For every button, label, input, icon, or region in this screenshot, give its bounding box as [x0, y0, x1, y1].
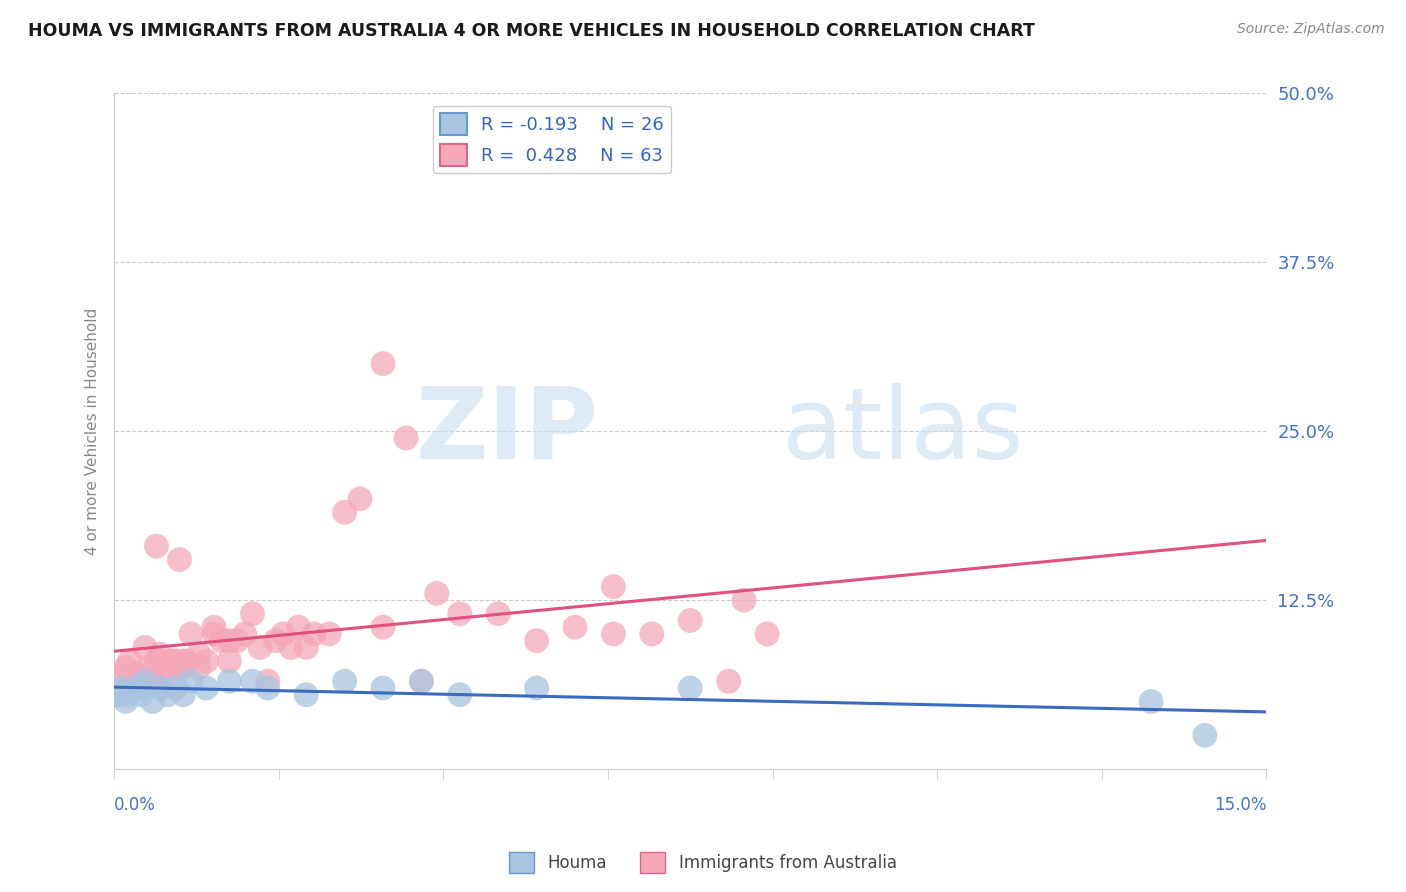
Text: ZIP: ZIP	[415, 383, 598, 480]
Point	[138, 661, 160, 675]
Point	[256, 674, 278, 689]
Point	[127, 667, 149, 681]
Point	[145, 539, 167, 553]
Point	[256, 681, 278, 695]
Point	[756, 627, 779, 641]
Point	[145, 654, 167, 668]
Point	[295, 640, 318, 655]
Point	[226, 633, 249, 648]
Point	[169, 661, 191, 675]
Legend: Houma, Immigrants from Australia: Houma, Immigrants from Australia	[502, 846, 904, 880]
Point	[333, 505, 356, 519]
Point	[169, 552, 191, 566]
Point	[242, 674, 264, 689]
Point	[411, 674, 433, 689]
Point	[287, 620, 309, 634]
Point	[249, 640, 271, 655]
Point	[149, 681, 172, 695]
Point	[411, 674, 433, 689]
Point	[211, 633, 233, 648]
Point	[641, 627, 664, 641]
Point	[526, 633, 548, 648]
Point	[333, 674, 356, 689]
Point	[218, 674, 240, 689]
Point	[395, 431, 418, 445]
Point	[149, 654, 172, 668]
Point	[564, 620, 586, 634]
Point	[122, 674, 145, 689]
Point	[486, 607, 509, 621]
Point	[142, 674, 165, 689]
Point	[172, 654, 194, 668]
Point	[1140, 694, 1163, 708]
Point	[165, 654, 187, 668]
Point	[318, 627, 340, 641]
Point	[118, 654, 141, 668]
Point	[187, 647, 209, 661]
Point	[218, 633, 240, 648]
Point	[107, 688, 129, 702]
Point	[142, 694, 165, 708]
Point	[165, 681, 187, 695]
Point	[187, 661, 209, 675]
Point	[449, 607, 471, 621]
Legend: R = -0.193    N = 26, R =  0.428    N = 63: R = -0.193 N = 26, R = 0.428 N = 63	[433, 106, 671, 173]
Point	[242, 607, 264, 621]
Text: 15.0%: 15.0%	[1213, 797, 1267, 814]
Point	[111, 667, 134, 681]
Text: 0.0%: 0.0%	[114, 797, 156, 814]
Point	[195, 681, 218, 695]
Point	[118, 688, 141, 702]
Point	[180, 674, 202, 689]
Point	[127, 681, 149, 695]
Point	[218, 654, 240, 668]
Point	[180, 627, 202, 641]
Point	[202, 620, 225, 634]
Point	[679, 681, 702, 695]
Point	[202, 627, 225, 641]
Point	[233, 627, 256, 641]
Point	[526, 681, 548, 695]
Point	[295, 688, 318, 702]
Point	[371, 357, 394, 371]
Point	[129, 688, 152, 702]
Point	[733, 593, 755, 607]
Point	[176, 654, 198, 668]
Text: Source: ZipAtlas.com: Source: ZipAtlas.com	[1237, 22, 1385, 37]
Point	[134, 640, 156, 655]
Y-axis label: 4 or more Vehicles in Household: 4 or more Vehicles in Household	[86, 308, 100, 555]
Point	[717, 674, 740, 689]
Point	[156, 674, 179, 689]
Point	[149, 647, 172, 661]
Point	[107, 688, 129, 702]
Point	[160, 654, 183, 668]
Point	[114, 694, 136, 708]
Point	[172, 688, 194, 702]
Point	[111, 681, 134, 695]
Point	[602, 580, 624, 594]
Point	[1194, 728, 1216, 742]
Point	[195, 654, 218, 668]
Point	[172, 661, 194, 675]
Point	[280, 640, 302, 655]
Point	[371, 681, 394, 695]
Point	[679, 614, 702, 628]
Point	[153, 661, 176, 675]
Point	[134, 674, 156, 689]
Point	[349, 491, 371, 506]
Point	[302, 627, 325, 641]
Point	[134, 674, 156, 689]
Point	[426, 586, 449, 600]
Point	[271, 627, 294, 641]
Text: HOUMA VS IMMIGRANTS FROM AUSTRALIA 4 OR MORE VEHICLES IN HOUSEHOLD CORRELATION C: HOUMA VS IMMIGRANTS FROM AUSTRALIA 4 OR …	[28, 22, 1035, 40]
Point	[264, 633, 287, 648]
Text: atlas: atlas	[782, 383, 1024, 480]
Point	[602, 627, 624, 641]
Point	[156, 688, 179, 702]
Point	[114, 661, 136, 675]
Point	[449, 688, 471, 702]
Point	[129, 681, 152, 695]
Point	[371, 620, 394, 634]
